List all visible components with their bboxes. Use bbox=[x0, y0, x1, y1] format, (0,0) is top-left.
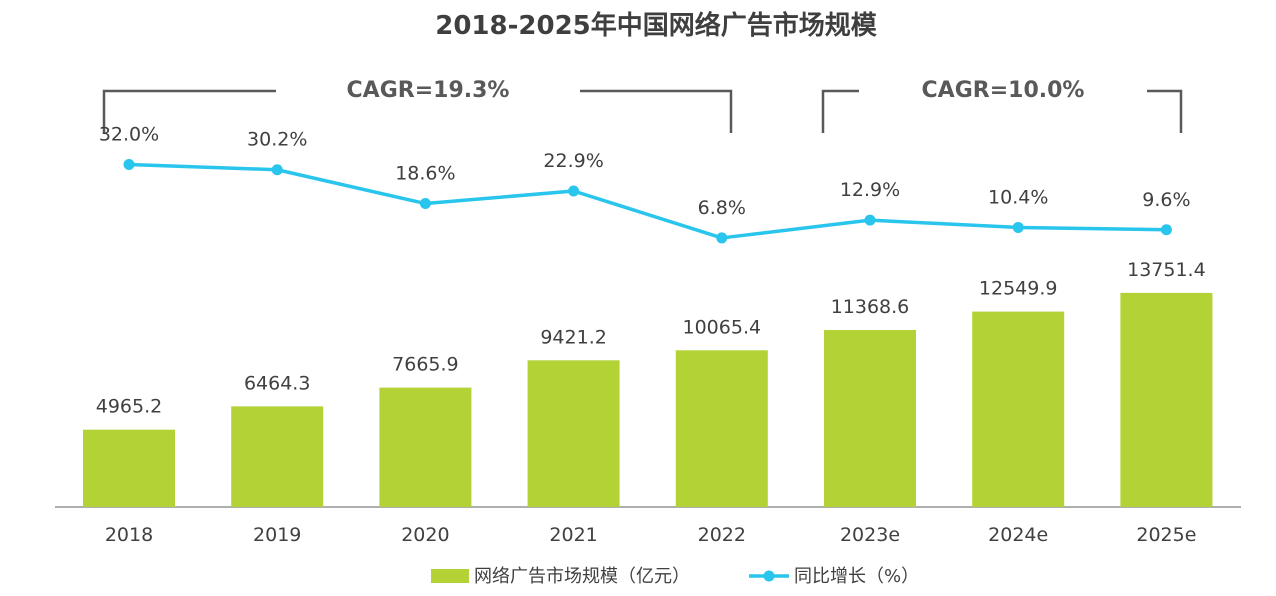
growth-label-2020: 18.6% bbox=[395, 163, 455, 185]
x-tick-2022: 2022 bbox=[698, 524, 746, 546]
growth-point-2020 bbox=[419, 198, 431, 210]
x-tick-2023e: 2023e bbox=[840, 524, 900, 546]
x-tick-2021: 2021 bbox=[549, 524, 597, 546]
legend: 网络广告市场规模（亿元） 同比增长（%） bbox=[431, 566, 919, 587]
cagr-label-2: CAGR=10.0% bbox=[922, 78, 1085, 103]
growth-label-2023e: 12.9% bbox=[840, 179, 900, 201]
bar-label-2024e: 12549.9 bbox=[979, 278, 1058, 300]
bar-2025e bbox=[1120, 292, 1213, 507]
bar-label-2023e: 11368.6 bbox=[831, 296, 910, 318]
x-tick-2020: 2020 bbox=[401, 524, 449, 546]
cagr-bracket-1-left bbox=[102, 89, 276, 133]
growth-point-2025e bbox=[1160, 224, 1172, 236]
growth-point-2024e bbox=[1012, 221, 1024, 233]
growth-label-2021: 22.9% bbox=[543, 150, 603, 172]
cagr-label-1: CAGR=19.3% bbox=[347, 78, 510, 103]
bar-2020 bbox=[379, 387, 472, 507]
legend-label-line: 同比增长（%） bbox=[794, 566, 919, 587]
bar-label-2021: 9421.2 bbox=[540, 326, 606, 348]
growth-point-2023e bbox=[864, 214, 876, 226]
bar-label-2022: 10065.4 bbox=[683, 316, 762, 338]
x-tick-2024e: 2024e bbox=[988, 524, 1048, 546]
growth-label-2019: 30.2% bbox=[247, 129, 307, 151]
chart-title: 2018-2025年中国网络广告市场规模 bbox=[435, 10, 878, 41]
growth-point-2019 bbox=[271, 164, 283, 176]
growth-label-2018: 32.0% bbox=[99, 124, 159, 146]
bar-label-2020: 7665.9 bbox=[392, 354, 458, 376]
growth-label-2025e: 9.6% bbox=[1142, 189, 1190, 211]
bar-2022 bbox=[675, 350, 768, 507]
cagr-bracket-1-right bbox=[580, 89, 733, 133]
cagr-bracket-2-right bbox=[1147, 89, 1183, 133]
growth-line bbox=[128, 162, 1167, 240]
bar-2021 bbox=[527, 360, 620, 507]
growth-label-2022: 6.8% bbox=[698, 197, 746, 219]
x-tick-2019: 2019 bbox=[253, 524, 301, 546]
legend-label-bar: 网络广告市场规模（亿元） bbox=[474, 566, 690, 587]
growth-point-2021 bbox=[568, 185, 580, 197]
legend-swatch-marker bbox=[763, 570, 775, 582]
bar-2023e bbox=[824, 329, 916, 507]
bar-label-2019: 6464.3 bbox=[244, 372, 310, 394]
x-tick-2025e: 2025e bbox=[1136, 524, 1196, 546]
bar-2018 bbox=[83, 429, 175, 507]
growth-point-2018 bbox=[123, 159, 135, 170]
x-tick-2018: 2018 bbox=[105, 524, 153, 546]
bar-2024e bbox=[972, 311, 1065, 507]
growth-label-2024e: 10.4% bbox=[988, 186, 1048, 208]
growth-point-2022 bbox=[716, 232, 728, 244]
bar-2019 bbox=[231, 406, 324, 507]
bar-label-2018: 4965.2 bbox=[96, 396, 162, 418]
bar-label-2025e: 13751.4 bbox=[1127, 259, 1206, 281]
cagr-bracket-2-left bbox=[821, 89, 859, 133]
legend-swatch-bar bbox=[431, 569, 469, 583]
